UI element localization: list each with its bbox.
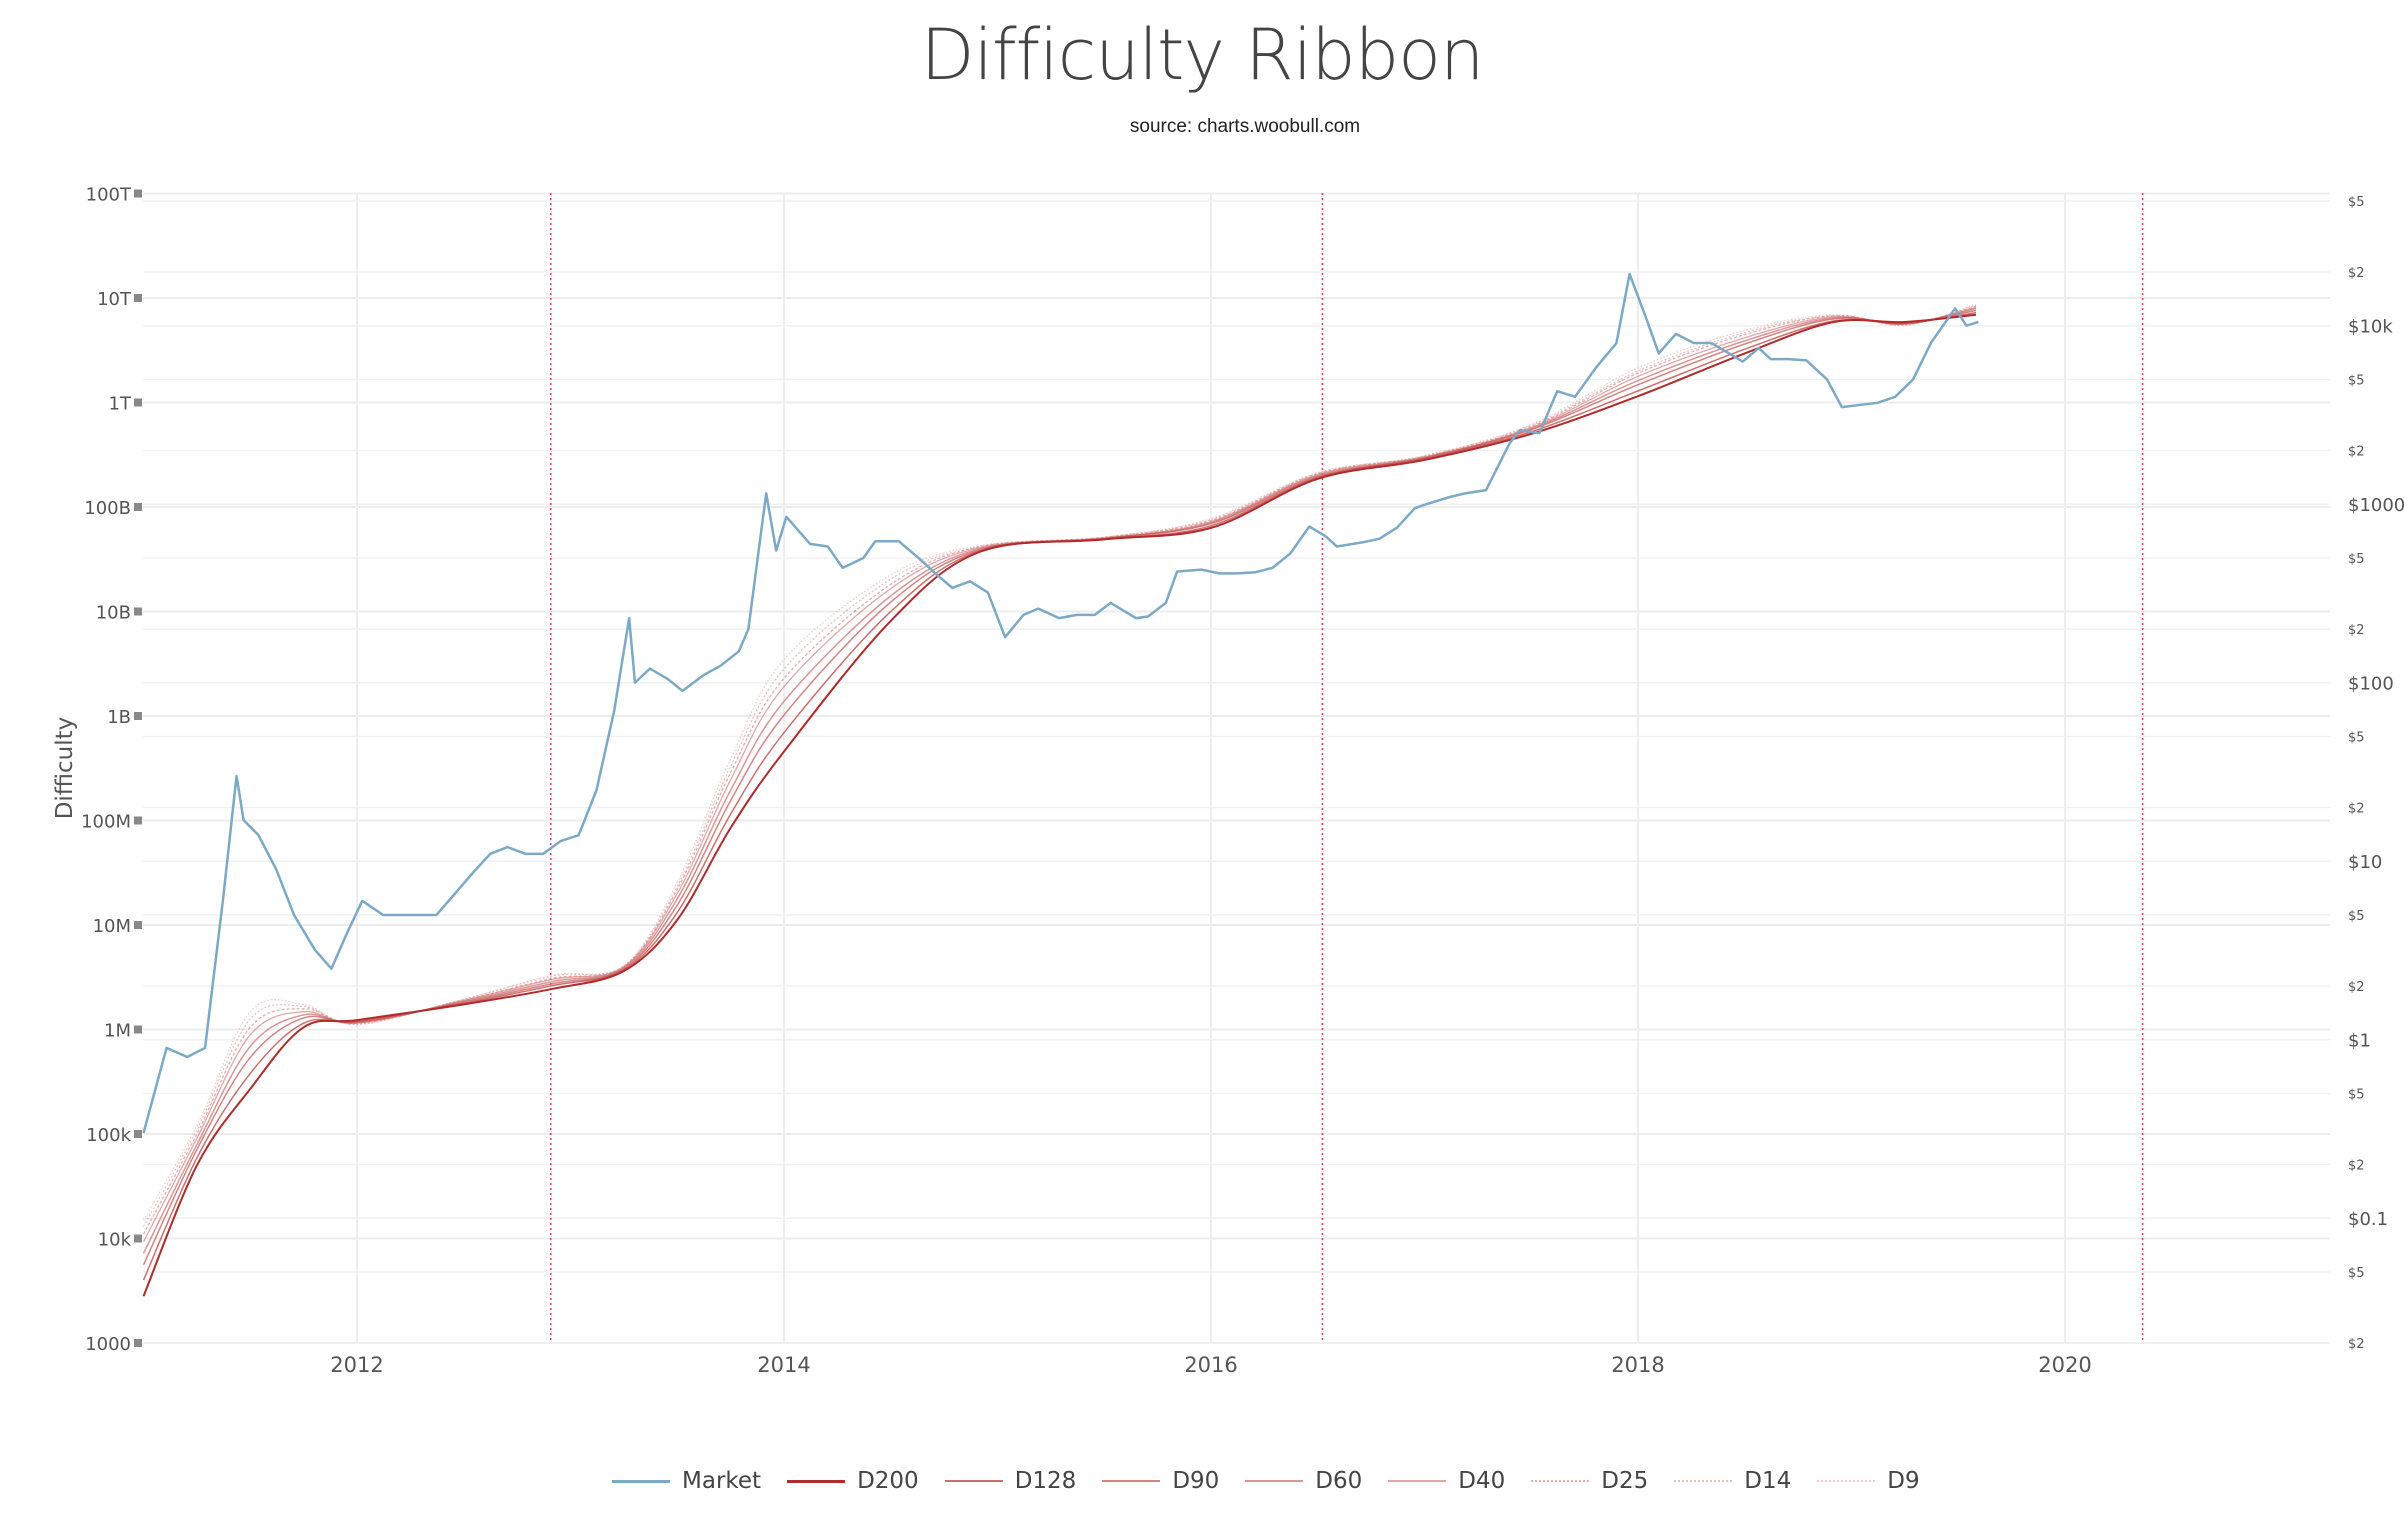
legend-swatch — [787, 1479, 846, 1483]
y-tick-label: 10T — [97, 289, 132, 310]
legend-item-d9[interactable]: D9 — [1817, 1468, 1920, 1494]
y2-tick-label: $1000 — [2348, 495, 2404, 516]
y-tick-mark — [134, 294, 142, 302]
y-tick-label: 100M — [81, 812, 131, 833]
y2-tick-label: $2 — [2348, 980, 2365, 995]
axes: 100T 10T 1T 100B 10B 1B 100M 10M 1M 100k 10k 1000 $5… — [81, 185, 2404, 1378]
y-tick-mark — [134, 1130, 142, 1138]
y-tick-mark — [134, 921, 142, 929]
grid — [143, 192, 2330, 1344]
legend-item-d200[interactable]: D200 — [787, 1468, 919, 1494]
legend: Market D200 D128 D90 D60 D40 D25 D14 D9 — [612, 1468, 1946, 1494]
legend-swatch — [1531, 1480, 1590, 1482]
legend-swatch — [1245, 1480, 1304, 1482]
y2-tick-label: $10 — [2348, 852, 2382, 873]
y-tick-mark — [134, 816, 142, 825]
y2-tick-label: $2 — [2348, 444, 2365, 459]
legend-label: D14 — [1744, 1468, 1792, 1494]
x-tick-label: 2020 — [2038, 1353, 2091, 1377]
y-tick-mark — [134, 607, 142, 616]
ribbon-line-d9 — [142, 303, 1977, 1221]
y-tick-mark — [134, 1339, 142, 1347]
legend-item-d128[interactable]: D128 — [944, 1468, 1077, 1494]
y2-tick-label: $5 — [2348, 373, 2365, 388]
chart-title: Difficulty Ribbon — [920, 14, 1485, 96]
x-tick-label: 2012 — [330, 1353, 383, 1377]
y-tick-label: 100T — [86, 185, 132, 206]
legend-item-market[interactable]: Market — [612, 1468, 761, 1494]
y-tick-label: 10M — [93, 916, 131, 937]
y2-tick-label: $2 — [2348, 266, 2365, 281]
y2-tick-label: $5 — [2348, 1266, 2365, 1281]
legend-label: D25 — [1601, 1468, 1649, 1494]
y2-tick-label: $2 — [2348, 801, 2365, 816]
market-series — [142, 272, 1979, 1134]
legend-swatch — [1817, 1480, 1876, 1482]
halving-lines — [549, 193, 2144, 1343]
ribbon-line-d14 — [142, 304, 1977, 1227]
y-tick-label: 1000 — [85, 1334, 131, 1355]
legend-label: D40 — [1458, 1468, 1506, 1494]
y2-tick-label: $10k — [2348, 317, 2393, 338]
market-line — [142, 272, 1979, 1134]
y-tick-label: 10B — [96, 603, 131, 624]
y2-tick-label: $2 — [2348, 1158, 2365, 1173]
y2-tick-label: $2 — [2348, 623, 2365, 638]
ribbon-line-d90 — [142, 309, 1977, 1266]
y-tick-mark — [134, 503, 142, 511]
y2-tick-label: $1 — [2348, 1031, 2371, 1052]
legend-swatch — [612, 1479, 670, 1483]
legend-label: D90 — [1172, 1468, 1220, 1494]
legend-label: D200 — [857, 1468, 919, 1494]
legend-item-d60[interactable]: D60 — [1245, 1468, 1362, 1494]
legend-swatch — [1674, 1480, 1733, 1482]
y2-tick-label: $0.1 — [2348, 1209, 2388, 1230]
y-tick-mark — [134, 398, 142, 407]
y2-tick-label: $5 — [2348, 552, 2365, 567]
x-tick-label: 2018 — [1611, 1353, 1664, 1377]
legend-label: D9 — [1887, 1468, 1920, 1494]
legend-item-d90[interactable]: D90 — [1102, 1468, 1219, 1494]
y-tick-mark — [134, 189, 142, 198]
legend-item-d25[interactable]: D25 — [1531, 1468, 1648, 1494]
y-tick-label: 100B — [84, 498, 131, 519]
y-tick-mark — [134, 1234, 142, 1243]
y-tick-label: 100k — [86, 1125, 131, 1146]
legend-label: D128 — [1014, 1468, 1077, 1494]
legend-swatch — [1388, 1480, 1447, 1482]
y-tick-label: 1T — [109, 394, 132, 415]
y-axis-title: Difficulty — [52, 717, 78, 820]
y-tick-mark — [134, 712, 142, 720]
y2-tick-label: $5 — [2348, 195, 2365, 210]
legend-swatch — [1102, 1480, 1161, 1482]
x-tick-label: 2016 — [1184, 1353, 1237, 1377]
y-tick-label: 10k — [98, 1230, 132, 1251]
legend-swatch — [944, 1480, 1003, 1482]
y-tick-label: 1M — [104, 1021, 131, 1042]
ribbon-line-d25 — [142, 305, 1977, 1235]
y2-tick-label: $5 — [2348, 1087, 2365, 1102]
y-tick-mark — [134, 1025, 142, 1034]
y2-tick-label: $100 — [2348, 674, 2394, 695]
legend-label: D60 — [1315, 1468, 1363, 1494]
y-tick-label: 1B — [107, 707, 131, 728]
x-tick-label: 2014 — [757, 1353, 810, 1377]
legend-item-d14[interactable]: D14 — [1674, 1468, 1791, 1494]
ribbon-series — [142, 303, 1977, 1297]
y2-tick-label: $5 — [2348, 730, 2365, 745]
ribbon-line-d40 — [142, 306, 1977, 1243]
chart-subtitle: source: charts.woobull.com — [1129, 116, 1361, 137]
ribbon-line-d200 — [142, 313, 1977, 1297]
y2-tick-label: $5 — [2348, 909, 2365, 924]
legend-label: Market — [682, 1468, 762, 1494]
legend-item-d40[interactable]: D40 — [1388, 1468, 1505, 1494]
y2-tick-label: $2 — [2348, 1337, 2365, 1352]
